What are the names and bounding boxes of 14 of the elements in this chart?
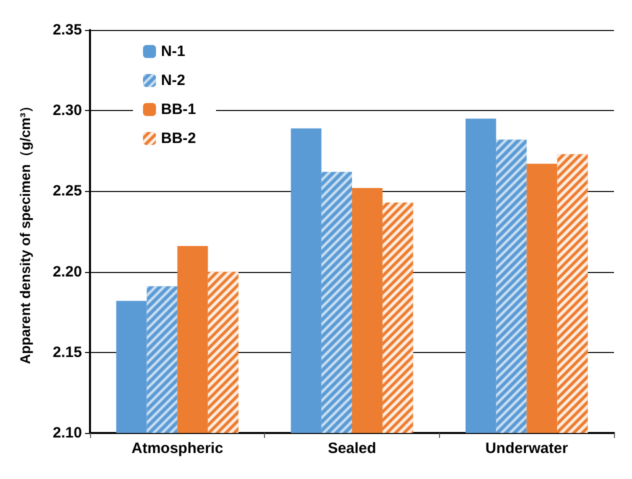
legend-label: N-2	[161, 72, 186, 89]
x-tick-label: Sealed	[328, 440, 376, 457]
legend-label: BB-1	[161, 101, 196, 118]
legend-label: N-1	[161, 43, 186, 60]
y-tick-label: 2.15	[52, 344, 82, 361]
legend-label: BB-2	[161, 130, 196, 147]
x-tick-label: Atmospheric	[131, 440, 224, 457]
y-tick-label: 2.35	[52, 22, 82, 38]
y-axis-title: Apparent density of specimen（g/cm³）	[17, 98, 33, 364]
y-tick-label: 2.10	[52, 424, 82, 442]
x-tick-label: Underwater	[485, 440, 568, 457]
y-tick-label: 2.20	[52, 263, 82, 280]
y-tick-label: 2.30	[52, 102, 82, 120]
y-tick-label: 2.25	[52, 182, 82, 200]
